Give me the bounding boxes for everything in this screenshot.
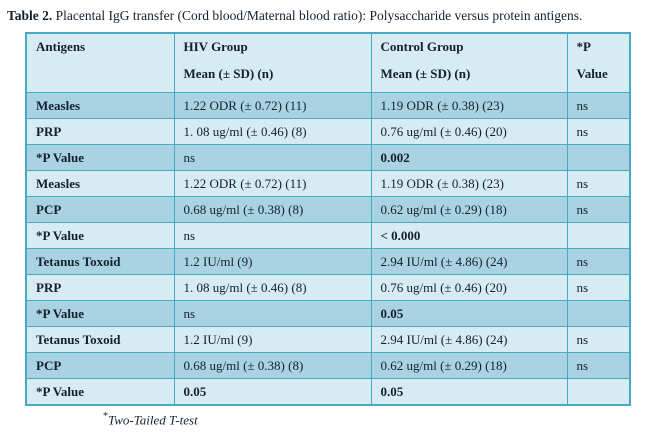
cell-control-value: 1.19 ODR (± 0.38) (23) xyxy=(370,92,568,119)
cell-antigen: Tetanus Toxoid xyxy=(25,248,175,275)
table-row: Tetanus Toxoid 1.2 IU/ml (9) 2.94 IU/ml … xyxy=(25,326,631,353)
cell-control-value: 0.76 ug/ml (± 0.46) (20) xyxy=(370,274,568,301)
cell-antigen: Tetanus Toxoid xyxy=(25,326,175,353)
cell-control-value: 0.62 ug/ml (± 0.29) (18) xyxy=(370,352,568,379)
cell-control-value: 0.05 xyxy=(370,378,568,406)
cell-hiv-value: 0.68 ug/ml (± 0.38) (8) xyxy=(173,352,372,379)
cell-antigen: Measles xyxy=(25,170,175,197)
table-caption: Table 2. Placental IgG transfer (Cord bl… xyxy=(0,0,653,24)
cell-hiv-value: 1.2 IU/ml (9) xyxy=(173,248,372,275)
placental-igg-table: Antigens HIV Group Mean (± SD) (n) Contro… xyxy=(25,32,631,406)
cell-control-value: 2.94 IU/ml (± 4.86) (24) xyxy=(370,326,568,353)
cell-control-value: < 0.000 xyxy=(370,222,568,249)
table-row: Tetanus Toxoid 1.2 IU/ml (9) 2.94 IU/ml … xyxy=(25,248,631,275)
cell-hiv-value: 1.2 IU/ml (9) xyxy=(173,326,372,353)
cell-hiv-value: 1.22 ODR (± 0.72) (11) xyxy=(173,170,372,197)
cell-control-value: 0.05 xyxy=(370,300,568,327)
footnote-marker: * xyxy=(103,411,108,422)
cell-hiv-value: 1. 08 ug/ml (± 0.46) (8) xyxy=(173,118,372,145)
cell-p-value: ns xyxy=(566,118,631,145)
cell-antigen: PRP xyxy=(25,274,175,301)
cell-antigen: PCP xyxy=(25,352,175,379)
cell-control-value: 2.94 IU/ml (± 4.86) (24) xyxy=(370,248,568,275)
cell-antigen: *P Value xyxy=(25,300,175,327)
table-row: Measles 1.22 ODR (± 0.72) (11) 1.19 ODR … xyxy=(25,92,631,119)
cell-hiv-value: 1. 08 ug/ml (± 0.46) (8) xyxy=(173,274,372,301)
cell-p-value: ns xyxy=(566,352,631,379)
cell-control-value: 1.19 ODR (± 0.38) (23) xyxy=(370,170,568,197)
cell-hiv-value: 0.05 xyxy=(173,378,372,406)
table-row: *P Value ns 0.05 xyxy=(25,300,631,327)
cell-antigen: *P Value xyxy=(25,222,175,249)
table-row: PCP 0.68 ug/ml (± 0.38) (8) 0.62 ug/ml (… xyxy=(25,196,631,223)
cell-p-value xyxy=(566,144,631,171)
footnote: *Two-Tailed T-test xyxy=(103,411,653,428)
table-row: PRP 1. 08 ug/ml (± 0.46) (8) 0.76 ug/ml … xyxy=(25,118,631,145)
header-row: Antigens HIV Group Mean (± SD) (n) Contro… xyxy=(25,32,631,93)
table-row: Measles 1.22 ODR (± 0.72) (11) 1.19 ODR … xyxy=(25,170,631,197)
cell-antigen: Measles xyxy=(25,92,175,119)
cell-control-value: 0.62 ug/ml (± 0.29) (18) xyxy=(370,196,568,223)
cell-p-value xyxy=(566,378,631,406)
cell-p-value: ns xyxy=(566,274,631,301)
cell-hiv-value: ns xyxy=(173,144,372,171)
table-row: *P Value 0.05 0.05 xyxy=(25,378,631,406)
cell-hiv-value: 0.68 ug/ml (± 0.38) (8) xyxy=(173,196,372,223)
column-header-p-value: *P Value xyxy=(566,32,631,93)
cell-antigen: *P Value xyxy=(25,378,175,406)
cell-p-value: ns xyxy=(566,326,631,353)
cell-p-value: ns xyxy=(566,248,631,275)
cell-p-value xyxy=(566,300,631,327)
cell-antigen: PCP xyxy=(25,196,175,223)
table-caption-text: Placental IgG transfer (Cord blood/Mater… xyxy=(52,8,583,23)
cell-p-value xyxy=(566,222,631,249)
table-row: PCP 0.68 ug/ml (± 0.38) (8) 0.62 ug/ml (… xyxy=(25,352,631,379)
footnote-text: Two-Tailed T-test xyxy=(108,412,198,428)
column-header-antigens: Antigens xyxy=(25,32,175,93)
column-header-control-group: Control Group Mean (± SD) (n) xyxy=(370,32,568,93)
table-row: *P Value ns 0.002 xyxy=(25,144,631,171)
column-header-hiv-group: HIV Group Mean (± SD) (n) xyxy=(173,32,372,93)
cell-antigen: PRP xyxy=(25,118,175,145)
cell-hiv-value: ns xyxy=(173,222,372,249)
cell-p-value: ns xyxy=(566,92,631,119)
cell-p-value: ns xyxy=(566,170,631,197)
table-row: PRP 1. 08 ug/ml (± 0.46) (8) 0.76 ug/ml … xyxy=(25,274,631,301)
table-row: *P Value ns < 0.000 xyxy=(25,222,631,249)
cell-control-value: 0.76 ug/ml (± 0.46) (20) xyxy=(370,118,568,145)
cell-hiv-value: 1.22 ODR (± 0.72) (11) xyxy=(173,92,372,119)
cell-control-value: 0.002 xyxy=(370,144,568,171)
table-caption-number: Table 2. xyxy=(7,8,53,23)
cell-p-value: ns xyxy=(566,196,631,223)
cell-hiv-value: ns xyxy=(173,300,372,327)
cell-antigen: *P Value xyxy=(25,144,175,171)
